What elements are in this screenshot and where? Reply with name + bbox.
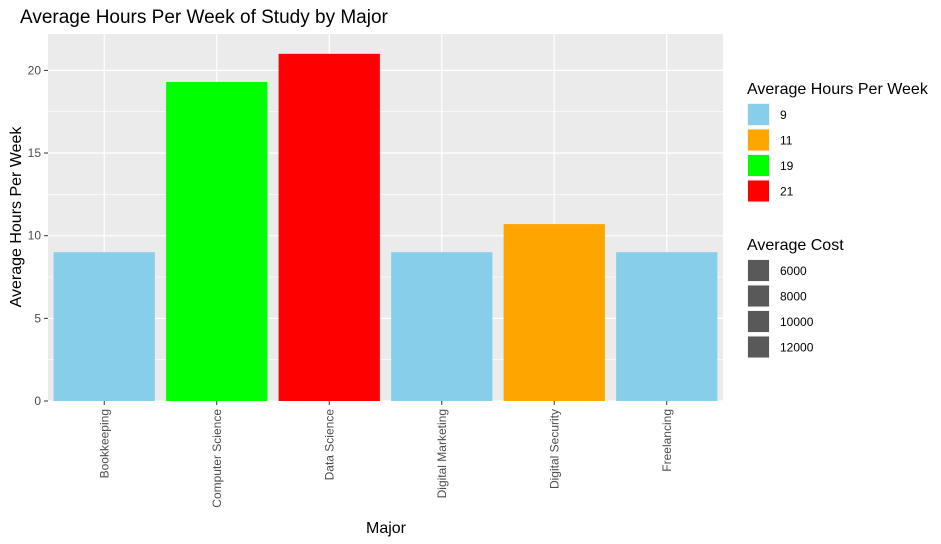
legend-title: Average Cost	[747, 237, 844, 254]
legend-average-hours: Average Hours Per Week 9 11 19 21	[747, 81, 929, 203]
legend-label: 11	[780, 134, 793, 148]
legend-label: 12000	[780, 341, 814, 355]
plot-panel	[48, 34, 723, 401]
y-axis-title: Average Hours Per Week	[8, 126, 25, 308]
y-tick-label: 15	[28, 146, 42, 160]
y-tick-label: 20	[28, 63, 42, 77]
chart-title: Average Hours Per Week of Study by Major	[20, 7, 389, 28]
x-tick-label: Digital Security	[547, 409, 561, 489]
y-tick-label: 10	[28, 229, 42, 243]
legend-key-swatch	[748, 311, 769, 332]
x-tick-label: Computer Science	[210, 409, 224, 508]
x-tick-label: Bookkeeping	[97, 409, 111, 478]
legend-key-swatch	[748, 104, 769, 125]
bar-digital-marketing	[391, 252, 493, 401]
legend-key-swatch	[748, 285, 769, 307]
y-axis-ticks: 0 5 10 15 20	[28, 63, 48, 408]
x-axis-title: Major	[366, 520, 407, 537]
legend-label: 8000	[780, 290, 807, 304]
y-tick-label: 5	[34, 311, 41, 325]
legend-label: 6000	[780, 264, 807, 278]
legend-label: 19	[780, 159, 794, 173]
legend-label: 10000	[780, 315, 814, 329]
x-tick-label: Digital Marketing	[435, 409, 449, 498]
legend-key-swatch	[748, 336, 769, 358]
legend-key-swatch	[748, 129, 769, 151]
bar-digital-security	[503, 224, 605, 401]
bar-data-science	[278, 53, 380, 402]
bars	[53, 53, 718, 402]
legend-average-cost: Average Cost 6000 8000 10000 12000	[747, 237, 844, 359]
legend-key-swatch	[748, 260, 769, 281]
legend-label: 9	[780, 108, 787, 122]
bar-computer-science	[166, 81, 268, 402]
x-tick-label: Data Science	[322, 409, 336, 481]
legend-title: Average Hours Per Week	[747, 81, 929, 98]
legend-key-swatch	[748, 155, 769, 176]
legends: Average Hours Per Week 9 11 19 21 Average Cos…	[747, 81, 929, 359]
y-tick-label: 0	[34, 394, 41, 408]
x-tick-label: Freelancing	[660, 409, 674, 472]
legend-key-swatch	[748, 180, 769, 202]
bar-freelancing	[616, 252, 718, 401]
x-axis-ticks: Bookkeeping Computer Science Data Science D…	[97, 401, 674, 508]
bar-bookkeeping	[53, 252, 155, 401]
legend-label: 21	[780, 185, 794, 199]
